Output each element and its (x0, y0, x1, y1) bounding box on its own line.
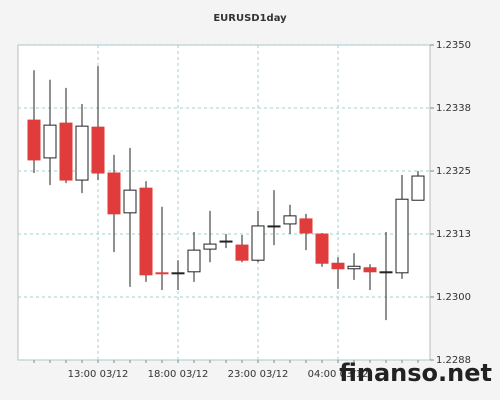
candle-body (75, 125, 89, 181)
candle-body (171, 272, 185, 275)
candle-body (331, 262, 345, 270)
candle-body (267, 225, 281, 228)
candle-body (107, 172, 121, 215)
candle-body (155, 272, 169, 275)
candle-body (203, 243, 217, 250)
candle-body (43, 124, 57, 159)
watermark: finanso.net (339, 359, 492, 387)
candle-body (123, 189, 137, 214)
y-tick-label: 1.2350 (436, 40, 471, 51)
candle-body (235, 244, 249, 261)
candle-body (299, 218, 313, 234)
candle-body (27, 119, 41, 161)
candle-body (363, 267, 377, 273)
candle-body (251, 225, 265, 261)
plot-area (17, 44, 431, 361)
candle-body (379, 271, 393, 274)
candle-body (187, 249, 201, 273)
candle-body (91, 126, 105, 174)
y-tick-label: 1.2338 (436, 103, 471, 114)
y-tick-label: 1.2313 (436, 229, 471, 240)
candle-body (347, 265, 361, 270)
candle-body (283, 215, 297, 225)
candle-body (395, 198, 409, 274)
y-tick-label: 1.2300 (436, 292, 471, 303)
candle-body (139, 187, 153, 276)
x-tick-label: 04:00 03/12 (308, 369, 369, 380)
y-tick-label: 1.2288 (436, 355, 471, 366)
x-tick-label: 13:00 03/12 (68, 369, 129, 380)
candle-body (411, 175, 425, 201)
y-tick-label: 1.2325 (436, 166, 471, 177)
candle-body (59, 122, 73, 181)
x-tick-label: 18:00 03/12 (148, 369, 209, 380)
candle-body (219, 240, 233, 243)
candle-body (315, 233, 329, 264)
x-tick-label: 23:00 03/12 (228, 369, 289, 380)
chart-title: EURUSD1day (213, 13, 287, 24)
